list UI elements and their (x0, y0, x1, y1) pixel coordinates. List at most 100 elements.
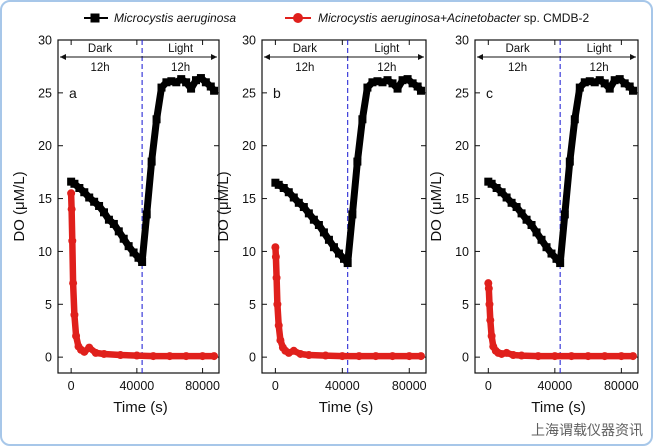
period-arrow-left-head (60, 54, 66, 60)
data-point (485, 300, 494, 309)
data-point (134, 253, 143, 262)
data-point (378, 78, 387, 87)
data-point (537, 235, 546, 244)
y-tick-label: 10 (38, 245, 52, 259)
data-point (68, 236, 77, 245)
dark-label: Dark (293, 43, 318, 55)
y-tick-label: 20 (38, 139, 52, 153)
data-point (273, 300, 282, 309)
data-point (584, 352, 593, 361)
data-point (615, 75, 624, 84)
series-microcystis-acinetobacter (484, 279, 638, 361)
data-point (294, 198, 303, 207)
data-point (90, 197, 99, 206)
y-tick-label: 15 (242, 192, 256, 206)
data-point (532, 228, 541, 237)
x-tick-label: 80000 (392, 379, 427, 393)
data-point (522, 215, 531, 224)
data-point (304, 351, 313, 360)
dark-label: Dark (505, 43, 530, 55)
panel-tag: a (69, 85, 77, 101)
data-point (617, 352, 626, 361)
y-tick-label: 20 (455, 139, 469, 153)
y-tick-label: 0 (462, 351, 469, 365)
data-point (348, 210, 357, 219)
data-point (85, 193, 94, 202)
data-point (272, 273, 281, 282)
data-point (124, 242, 133, 251)
data-point (484, 284, 493, 293)
plot-area-frame (261, 39, 427, 374)
y-axis-label: DO (μM/L) (428, 171, 445, 241)
data-point (187, 84, 196, 93)
data-point (600, 352, 609, 361)
data-point (314, 221, 323, 229)
data-point (100, 349, 108, 358)
data-point (177, 75, 186, 84)
data-point (104, 215, 113, 224)
legend-marker-circle (293, 13, 303, 23)
data-point (486, 316, 495, 325)
light-duration-label: 12h (589, 62, 608, 74)
data-point (368, 78, 377, 87)
data-point (210, 86, 219, 95)
panel-b: 0 5 10 15 20 25 30 0 40000 80000 DO (μM/L) Time (s)… (215, 34, 427, 417)
data-point (69, 279, 78, 288)
data-point (114, 227, 123, 236)
data-point (398, 76, 407, 85)
data-point (67, 205, 76, 214)
y-tick-label: 10 (455, 245, 469, 259)
series-microcystis (484, 75, 638, 268)
series-microcystis (271, 75, 425, 268)
data-point (487, 332, 496, 340)
y-tick-label: 25 (38, 86, 52, 100)
data-point (629, 86, 638, 95)
data-point (547, 249, 556, 258)
data-point (167, 77, 176, 86)
data-point (338, 352, 347, 361)
data-point (416, 86, 425, 95)
y-axis-label: DO (μM/L) (215, 171, 232, 241)
x-tick-label: 0 (272, 379, 279, 393)
data-point (284, 188, 293, 197)
data-point (206, 82, 215, 91)
data-point (119, 234, 128, 243)
data-point (413, 82, 422, 91)
data-point (95, 201, 104, 210)
x-axis-label: Time (s) (319, 399, 373, 416)
data-point (595, 76, 604, 85)
data-point (542, 243, 551, 252)
legend-label-2: Microcystis aeruginosa+Acinetobacter sp.… (318, 11, 589, 25)
data-point (75, 184, 84, 192)
x-axis-label: Time (s) (113, 399, 167, 416)
data-point (605, 84, 614, 93)
data-point (625, 82, 634, 91)
period-arrow-right-head (211, 54, 217, 60)
light-duration-label: 12h (171, 62, 190, 74)
data-point (340, 254, 348, 263)
legend-label-italic: Microcystis aeruginosa+Acinetobacter (318, 11, 521, 25)
data-point (70, 179, 79, 188)
data-point (142, 210, 151, 219)
data-point (321, 351, 330, 360)
y-tick-label: 0 (249, 351, 256, 365)
data-point (271, 243, 280, 252)
data-point (527, 221, 536, 229)
data-point (116, 351, 125, 360)
data-point (497, 188, 506, 197)
x-axis-label: Time (s) (531, 399, 585, 416)
data-point (492, 184, 501, 192)
data-point (575, 83, 584, 92)
data-point (629, 352, 638, 361)
series-microcystis (67, 74, 219, 266)
y-tick-label: 10 (242, 245, 256, 259)
legend-label-italic: Microcystis aeruginosa (114, 11, 236, 25)
data-point (289, 346, 298, 355)
data-point (296, 349, 305, 358)
data-point (383, 76, 392, 85)
dark-duration-label: 12h (508, 62, 527, 74)
dark-duration-label: 12h (90, 62, 109, 74)
y-tick-label: 25 (242, 86, 256, 100)
panel-tag: b (273, 85, 281, 101)
